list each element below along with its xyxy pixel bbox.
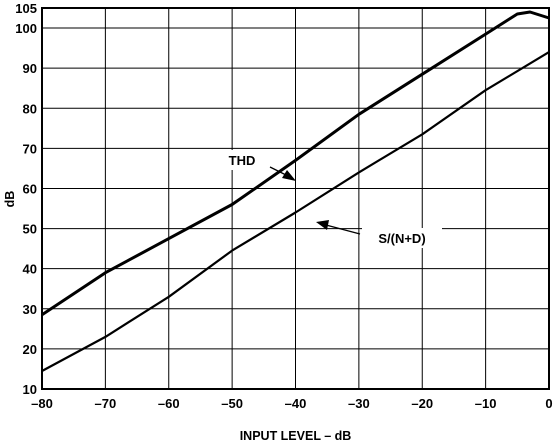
y-tick-label: 50 — [23, 222, 37, 237]
x-tick-label: –60 — [158, 396, 180, 411]
x-tick-label: –30 — [348, 396, 370, 411]
thd-annotation: THD — [229, 153, 256, 168]
thd-label-bg — [218, 150, 266, 170]
x-tick-labels: –80 –70 –60 –50 –40 –30 –20 –10 0 — [31, 396, 552, 411]
y-tick-label: 80 — [23, 101, 37, 116]
y-tick-label: 20 — [23, 342, 37, 357]
series-line-s-n-d — [41, 51, 550, 372]
x-tick-label: –20 — [411, 396, 433, 411]
y-tick-label: 105 — [15, 1, 37, 16]
y-tick-label: 10 — [23, 382, 37, 397]
s-n-d-annotation: S/(N+D) — [378, 231, 425, 246]
x-tick-label: –40 — [285, 396, 307, 411]
y-tick-label: 40 — [23, 262, 37, 277]
s-n-d-leader-line — [325, 224, 361, 235]
x-tick-label: –10 — [475, 396, 497, 411]
y-axis-label: dB — [3, 191, 17, 208]
y-tick-label: 70 — [23, 141, 37, 156]
y-tick-label: 60 — [23, 181, 37, 196]
x-tick-label: –50 — [221, 396, 243, 411]
series-line-thd — [41, 10, 550, 317]
y-tick-label: 100 — [15, 21, 37, 36]
grid — [41, 7, 550, 390]
y-tick-label: 30 — [23, 302, 37, 317]
s-n-d-arrowhead — [316, 220, 329, 230]
x-tick-label: –70 — [95, 396, 117, 411]
plot-frame — [41, 7, 550, 390]
s-n-d-label-bg — [362, 228, 442, 248]
thd-arrowhead — [282, 170, 296, 181]
y-tick-labels: 10 20 30 40 50 60 70 80 90 100 105 — [15, 1, 37, 397]
thd-leader-line — [269, 166, 287, 176]
x-axis-label: INPUT LEVEL – dB — [240, 429, 352, 443]
y-tick-label: 90 — [23, 61, 37, 76]
annotations: THD S/(N+D) — [218, 150, 442, 248]
x-tick-label: 0 — [545, 396, 552, 411]
series-lines — [41, 10, 550, 372]
x-tick-label: –80 — [31, 396, 53, 411]
